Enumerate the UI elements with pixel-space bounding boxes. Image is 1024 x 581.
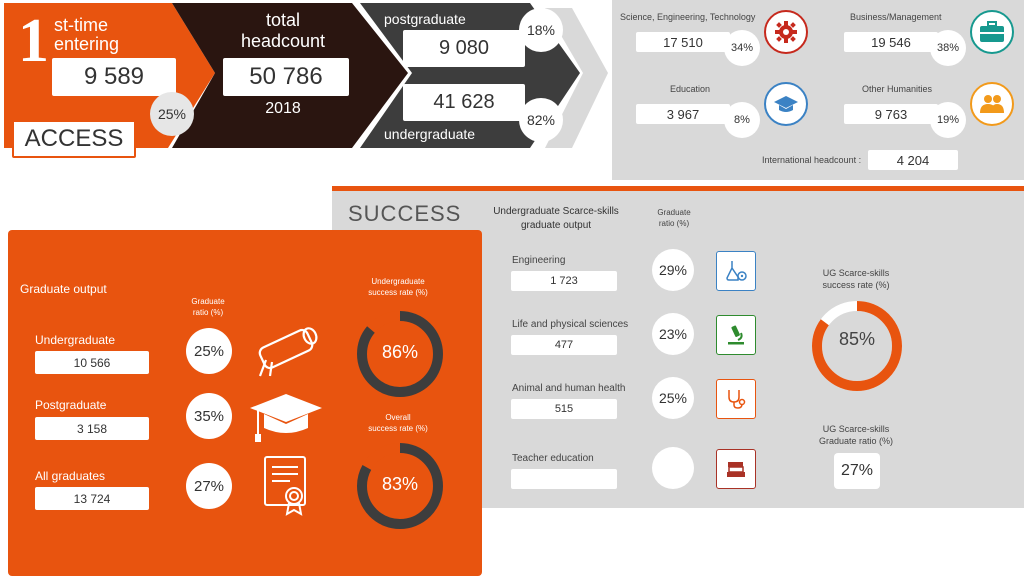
undergraduate-label: undergraduate — [384, 126, 476, 142]
graduate-row-ratio: 35% — [186, 393, 232, 439]
scarce-row-ratio: 25% — [652, 377, 694, 419]
undergraduate-pct: 82% — [519, 98, 563, 142]
ug-success-value: 86% — [381, 342, 419, 362]
graduation-cap-icon — [764, 82, 808, 126]
total-line2: headcount — [240, 31, 326, 51]
ug-scarce-success-value: 85% — [838, 329, 876, 349]
graduate-row-value: 10 566 — [35, 351, 149, 374]
postgraduate-pct: 18% — [519, 8, 563, 52]
donut-arc — [812, 301, 902, 391]
overall-success-donut — [357, 443, 443, 529]
scarce-row-label: Teacher education — [512, 453, 594, 464]
graduate-row-ratio: 25% — [186, 328, 232, 374]
total-line1: total — [265, 10, 301, 30]
scarce-row-value — [511, 469, 617, 489]
scarce-row-value: 1 723 — [511, 271, 617, 291]
ug-scarce-success-donut — [812, 301, 902, 391]
ug-success-donut — [357, 311, 443, 397]
field-humanities-label: Other Humanities — [862, 84, 933, 94]
field-set-label: Science, Engineering, Technology — [620, 12, 756, 22]
ug-success-header: Undergraduate success rate (%) — [368, 277, 428, 297]
success-ratio-header: Graduate ratio (%) — [657, 208, 691, 228]
graduate-row-label: All graduates — [35, 469, 106, 483]
field-humanities-pct: 19% — [930, 102, 966, 138]
total-value: 50 786 — [223, 58, 349, 96]
international-value: 4 204 — [868, 150, 958, 170]
scarce-header: Undergraduate Scarce-skills graduate out… — [493, 206, 619, 231]
scarce-row-ratio — [652, 447, 694, 489]
diploma-scroll-icon — [258, 327, 318, 377]
year-label: 2018 — [265, 100, 301, 117]
field-education-pct: 8% — [724, 102, 760, 138]
field-business-pct: 38% — [930, 30, 966, 66]
graduate-row-label: Postgraduate — [35, 398, 107, 412]
first-time-line1: st-time — [54, 15, 108, 35]
people-icon — [970, 82, 1014, 126]
books-icon — [716, 449, 756, 489]
scarce-row-label: Life and physical sciences — [512, 319, 629, 330]
fields-panel: Science, Engineering, Technology 17 510 … — [612, 0, 1024, 180]
graduate-panel: Graduate output Graduate ratio (%) Under… — [8, 230, 482, 576]
scarce-row-value: 515 — [511, 399, 617, 419]
stethoscope-icon — [716, 379, 756, 419]
graduate-row-value: 13 724 — [35, 487, 149, 510]
scarce-row-label: Engineering — [512, 255, 566, 266]
success-title: SUCCESS — [348, 201, 462, 226]
field-set-value: 17 510 — [636, 32, 730, 52]
field-education-label: Education — [670, 84, 711, 94]
international-label: International headcount : — [762, 155, 862, 165]
overall-success-value: 83% — [381, 474, 419, 494]
graduate-row-label: Undergraduate — [35, 333, 116, 347]
donut-arc — [357, 443, 443, 529]
certificate-icon — [264, 456, 306, 516]
field-business-label: Business/Management — [850, 12, 942, 22]
scarce-row-ratio: 23% — [652, 313, 694, 355]
ug-scarce-ratio-value: 27% — [834, 453, 880, 489]
gear-icon — [764, 10, 808, 54]
chevron-right-icon — [545, 8, 608, 148]
field-humanities-value: 9 763 — [844, 104, 938, 124]
access-label: ACCESS — [12, 120, 136, 158]
graduate-row-ratio: 27% — [186, 463, 232, 509]
donut-arc — [357, 311, 443, 397]
graduate-row-value: 3 158 — [35, 417, 149, 440]
first-time-pct: 25% — [150, 92, 194, 136]
first-time-value: 9 589 — [52, 58, 176, 96]
field-set-pct: 34% — [724, 30, 760, 66]
undergraduate-value: 41 628 — [403, 84, 525, 121]
field-business-value: 19 546 — [844, 32, 938, 52]
first-time-line2: entering — [54, 34, 120, 54]
graduate-title: Graduate output — [20, 282, 107, 296]
postgraduate-value: 9 080 — [403, 30, 525, 67]
scarce-row-value: 477 — [511, 335, 617, 355]
flask-gear-icon — [716, 251, 756, 291]
graduate-ratio-header: Graduate ratio (%) — [191, 297, 225, 317]
overall-success-header: Overall success rate (%) — [368, 413, 428, 433]
scarce-row-ratio: 29% — [652, 249, 694, 291]
ug-scarce-ratio-header: UG Scarce-skills Graduate ratio (%) — [818, 424, 894, 446]
briefcase-icon — [970, 10, 1014, 54]
field-education-value: 3 967 — [636, 104, 730, 124]
ug-scarce-success-header: UG Scarce-skills success rate (%) — [822, 268, 890, 290]
graduation-cap-icon — [250, 394, 322, 442]
scarce-row-label: Animal and human health — [512, 383, 626, 394]
postgraduate-label: postgraduate — [384, 11, 466, 27]
microscope-icon — [716, 315, 756, 355]
first-time-digit: 1 — [18, 7, 49, 75]
